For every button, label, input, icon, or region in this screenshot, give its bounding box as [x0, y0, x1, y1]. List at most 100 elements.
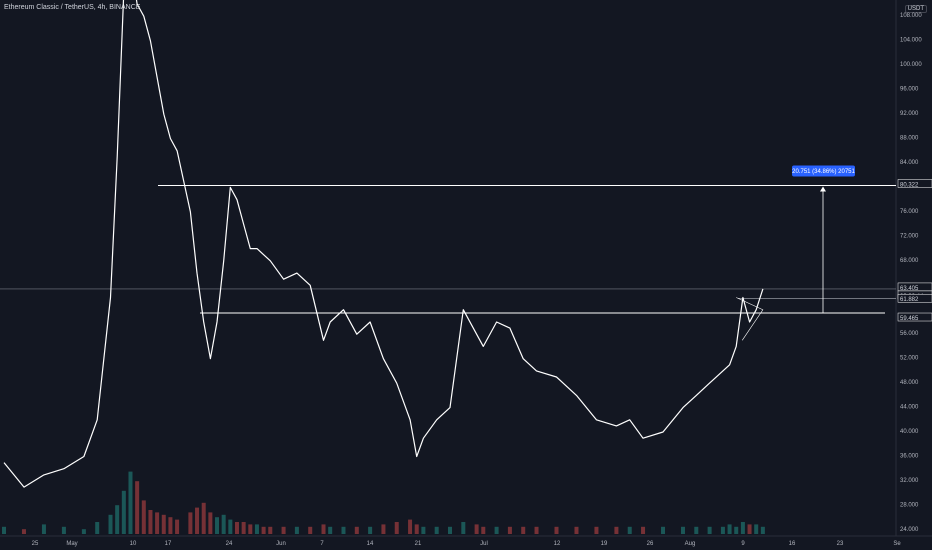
- volume-bar: [128, 471, 133, 534]
- volume-bar: [215, 517, 220, 534]
- volume-bar: [354, 526, 359, 534]
- x-tick-label: 17: [165, 541, 172, 547]
- volume-bar: [281, 526, 286, 534]
- price-label-box: [897, 179, 932, 188]
- measure-label: 20.751 (34.86%) 20751: [792, 169, 855, 175]
- volume-bar: [627, 526, 632, 534]
- y-tick-label: 24.000: [900, 527, 919, 533]
- y-tick-label: 63.405: [900, 286, 919, 292]
- price-series-line: [3, 0, 764, 488]
- y-tick-label: 100.000: [900, 62, 922, 68]
- volume-bar: [248, 524, 253, 534]
- volume-bar: [494, 526, 499, 534]
- y-tick-label: 68.000: [900, 258, 919, 264]
- volume-bar: [221, 514, 226, 534]
- y-tick-label: 76.000: [900, 209, 919, 215]
- y-tick-label: 80.322: [900, 182, 919, 188]
- y-tick-label: 84.000: [900, 160, 919, 166]
- volume-bar: [41, 524, 46, 534]
- volume-bar: [121, 490, 126, 534]
- volume-bar: [308, 526, 313, 534]
- y-tick-label: 88.000: [900, 136, 919, 142]
- volume-bar: [294, 526, 299, 534]
- y-tick-label: 92.000: [900, 111, 919, 117]
- y-tick-label: 48.000: [900, 380, 919, 386]
- volume-bar: [521, 526, 526, 534]
- x-tick-label: Jun: [276, 541, 286, 547]
- volume-bar: [394, 522, 399, 534]
- x-tick-label: 25: [32, 541, 39, 547]
- y-tick-label: 96.000: [900, 87, 919, 93]
- x-tick-label: 21: [415, 541, 422, 547]
- volume-bar: [228, 519, 233, 534]
- volume-bar: [754, 524, 759, 534]
- y-tick-label: 56.000: [900, 331, 919, 337]
- volume-bar: [707, 526, 712, 534]
- volume-bar: [554, 526, 559, 534]
- price-label-box: [897, 293, 932, 303]
- chart-title: Ethereum Classic / TetherUS, 4h, BINANCE: [4, 4, 141, 11]
- volume-bar: [108, 514, 113, 534]
- volume-bar: [507, 526, 512, 534]
- volume-bar: [188, 512, 193, 534]
- volume-bar: [328, 526, 333, 534]
- volume-bar: [614, 526, 619, 534]
- x-tick-label: 16: [789, 541, 796, 547]
- y-tick-label: 61.882: [900, 297, 919, 303]
- volume-bar: [408, 519, 413, 534]
- x-tick-label: 9: [741, 541, 745, 547]
- y-tick-label: 59.465: [900, 316, 919, 322]
- y-tick-label: 32.000: [900, 478, 919, 484]
- x-tick-label: 10: [130, 541, 137, 547]
- x-tick-label: Jul: [480, 541, 488, 547]
- volume-bar: [141, 500, 146, 534]
- volume-bar: [21, 529, 26, 534]
- x-tick-label: 12: [554, 541, 561, 547]
- volume-bar: [261, 526, 266, 534]
- x-tick-label: 7: [320, 541, 324, 547]
- volume-bar: [720, 526, 725, 534]
- volume-bar: [434, 526, 439, 534]
- volume-bar: [175, 519, 180, 534]
- measure-label-box: [792, 165, 855, 177]
- volume-bar: [481, 526, 486, 534]
- volume-bar: [760, 526, 765, 534]
- x-tick-label: 26: [647, 541, 654, 547]
- volume-bar: [321, 524, 326, 534]
- volume-bar: [368, 526, 373, 534]
- volume-bar: [661, 526, 666, 534]
- x-tick-label: 23: [837, 541, 844, 547]
- volume-bar: [341, 526, 346, 534]
- triangle-pattern: [736, 297, 764, 341]
- volume-bar: [254, 524, 259, 534]
- x-tick-label: 14: [367, 541, 374, 547]
- volume-bar: [135, 481, 140, 534]
- volume-bar: [461, 522, 466, 534]
- y-tick-label: 72.000: [900, 233, 919, 239]
- volume-bar: [680, 526, 685, 534]
- volume-bar: [641, 526, 646, 534]
- volume-bar: [727, 524, 732, 534]
- y-tick-label: 28.000: [900, 502, 919, 508]
- volume-bar: [747, 524, 752, 534]
- volume-bar: [148, 510, 153, 534]
- x-tick-label: Aug: [685, 541, 696, 547]
- y-tick-label: 36.000: [900, 454, 919, 460]
- currency-badge[interactable]: USDT: [904, 5, 927, 13]
- volume-bar: [381, 524, 386, 534]
- x-tick-label: Se: [893, 541, 901, 547]
- volume-bar: [168, 517, 173, 534]
- volume-bar: [694, 526, 699, 534]
- volume-bar: [474, 524, 479, 534]
- y-tick-label: 108.000: [900, 13, 922, 19]
- x-tick-label: 24: [226, 541, 233, 547]
- volume-bar: [61, 526, 66, 534]
- x-tick-label: May: [66, 541, 77, 547]
- volume-bar: [115, 505, 120, 534]
- volume-bar: [414, 524, 419, 534]
- volume-bar: [234, 522, 239, 534]
- volume-bar: [81, 529, 86, 534]
- y-tick-label: 52.000: [900, 356, 919, 362]
- y-tick-label: 104.000: [900, 38, 922, 44]
